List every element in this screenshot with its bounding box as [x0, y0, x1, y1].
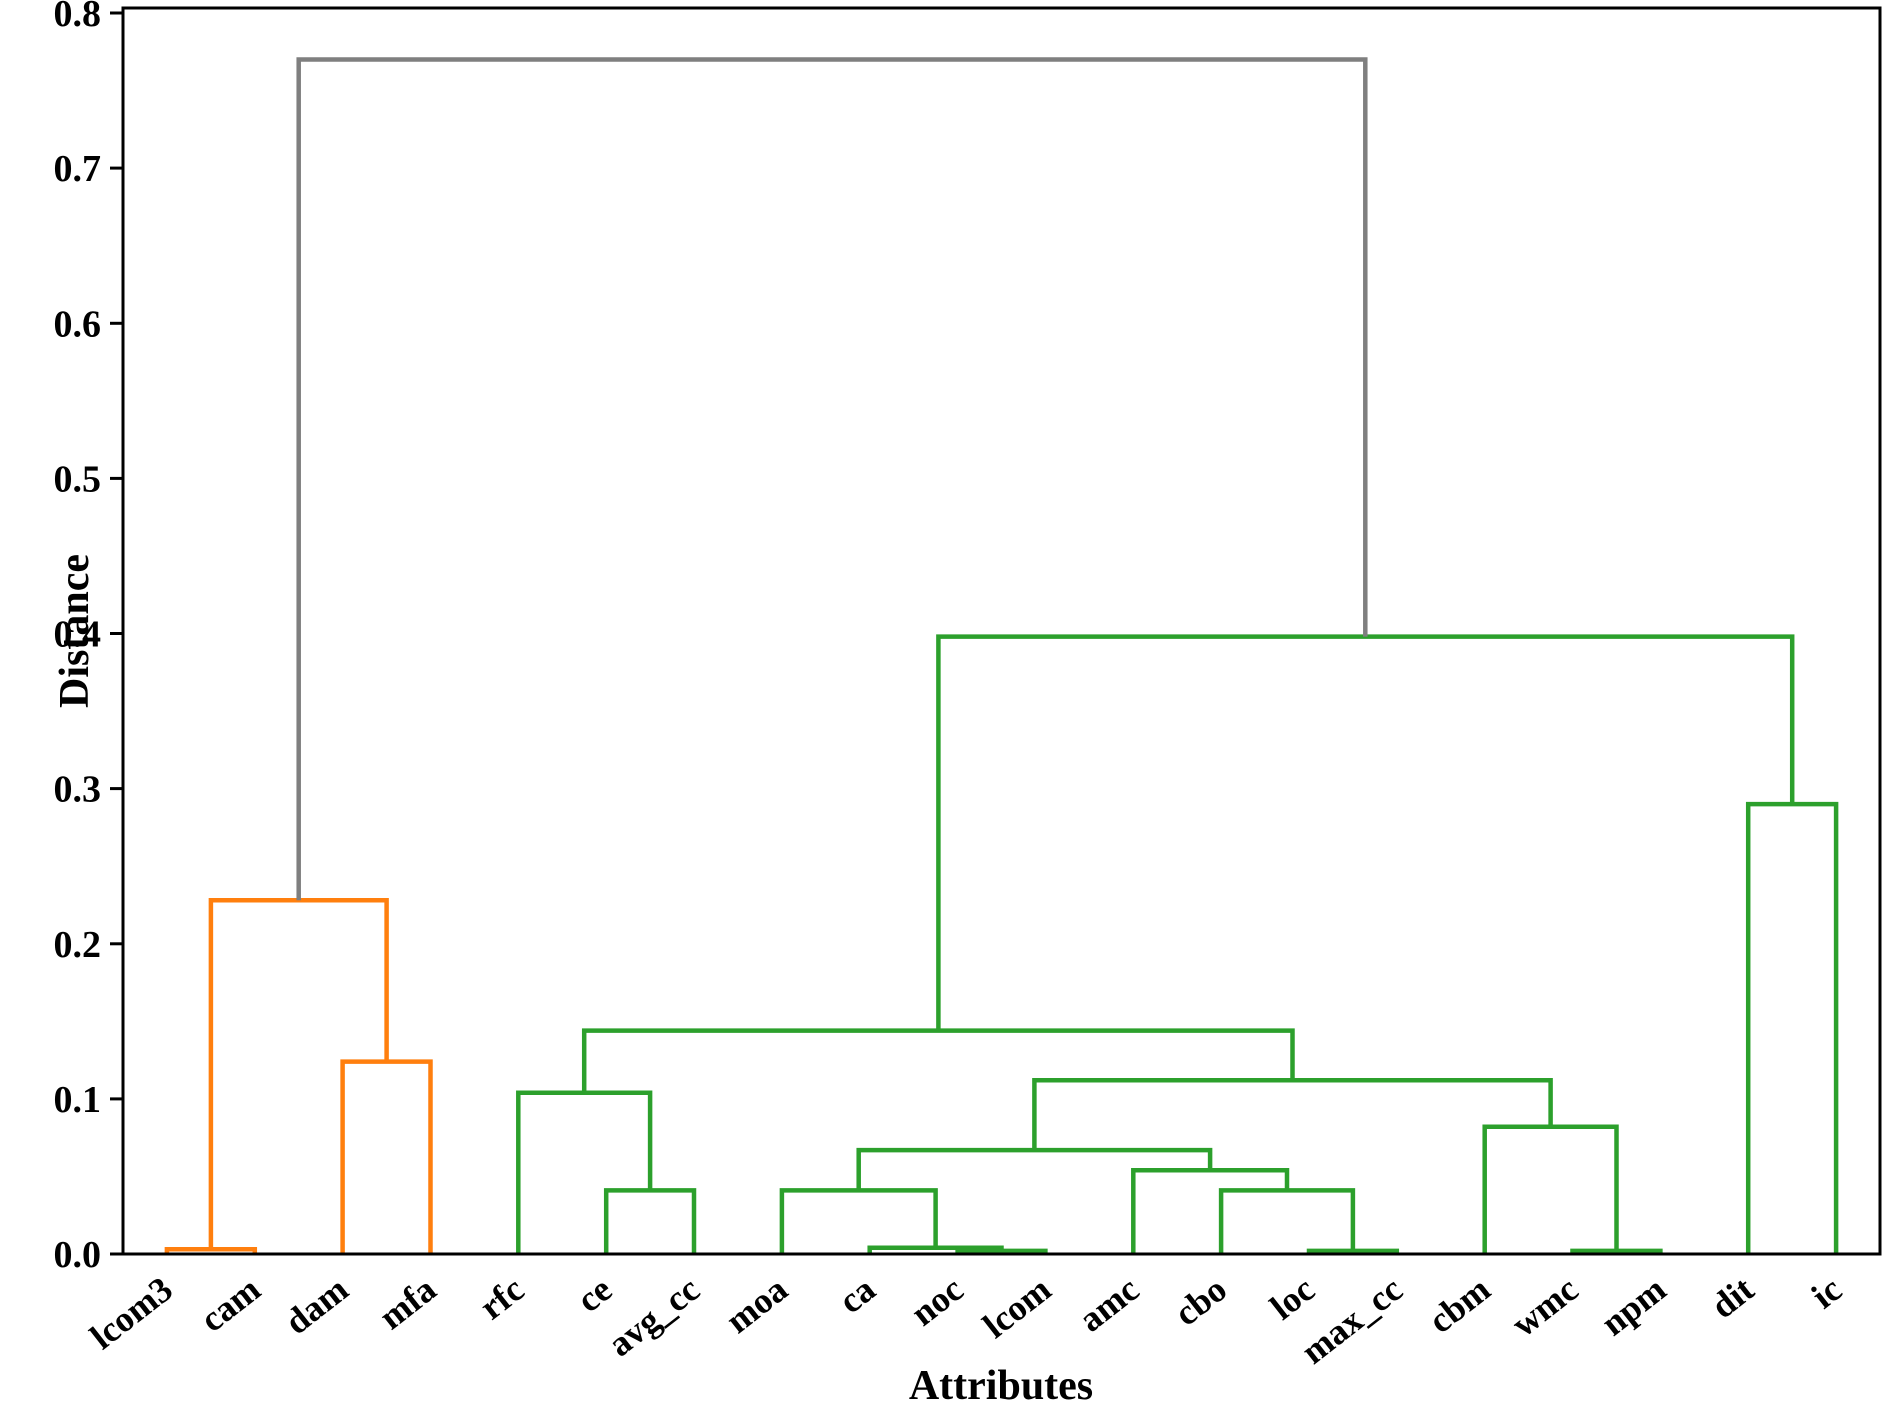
- y-tick-label: 0.3: [54, 769, 102, 811]
- leaf-label: amc: [1071, 1269, 1146, 1340]
- cluster-link: [340, 1059, 433, 1254]
- leaf-label: mfa: [372, 1269, 444, 1337]
- leaf-label: lcom: [975, 1269, 1058, 1346]
- leaf-label: cbm: [1421, 1269, 1498, 1341]
- leaf-label: rfc: [472, 1269, 531, 1328]
- cluster-link: [1745, 801, 1839, 1254]
- leaf-label: ce: [569, 1269, 619, 1320]
- cluster-link: [1131, 1167, 1290, 1254]
- y-axis-tick-labels: 0.0 0.1 0.2 0.3 0.4 0.5 0.6 0.7 0.8: [54, 0, 102, 1276]
- leaf-label: dam: [277, 1269, 355, 1342]
- leaf-label: max_cc: [1294, 1269, 1410, 1372]
- leaf-label: wmc: [1504, 1269, 1585, 1345]
- plot-spines: [121, 6, 1882, 1256]
- leaf-label: avg_cc: [600, 1269, 707, 1365]
- leaf-label: cam: [193, 1269, 268, 1340]
- y-tick-label: 0.5: [54, 458, 102, 500]
- y-tick-label: 0.8: [54, 0, 102, 35]
- leaf-label: ca: [831, 1269, 882, 1321]
- cluster-link: [296, 57, 1368, 901]
- leaf-label: noc: [903, 1269, 970, 1334]
- dendrogram-links: [164, 57, 1839, 1254]
- y-tick-label: 0.0: [54, 1234, 102, 1276]
- y-tick-label: 0.7: [54, 148, 102, 190]
- cluster-link: [936, 634, 1795, 1031]
- leaf-label: npm: [1594, 1269, 1674, 1344]
- leaf-label: cbo: [1167, 1269, 1234, 1334]
- cluster-link: [1218, 1188, 1356, 1254]
- leaf-label: ic: [1804, 1269, 1849, 1317]
- y-axis-title: Distance: [51, 554, 98, 708]
- cluster-link: [581, 1028, 1295, 1093]
- leaf-label: dit: [1703, 1269, 1761, 1326]
- cluster-link: [1482, 1124, 1619, 1254]
- plot-border: [121, 6, 1882, 1256]
- y-tick-label: 0.6: [54, 303, 102, 345]
- cluster-link: [208, 898, 389, 1250]
- cluster-link: [516, 1090, 653, 1254]
- cluster-link: [1032, 1078, 1553, 1151]
- y-tick-label: 0.4: [54, 614, 102, 656]
- x-axis-title: Attributes: [908, 1363, 1094, 1409]
- cluster-link: [779, 1188, 938, 1254]
- leaf-label: lcom3: [83, 1269, 180, 1357]
- y-axis-ticks: [110, 11, 123, 1256]
- cluster-link: [603, 1188, 697, 1254]
- y-tick-label: 0.2: [54, 924, 102, 966]
- leaf-label: moa: [718, 1269, 795, 1341]
- leaf-label: loc: [1263, 1269, 1322, 1328]
- y-tick-label: 0.1: [54, 1079, 102, 1121]
